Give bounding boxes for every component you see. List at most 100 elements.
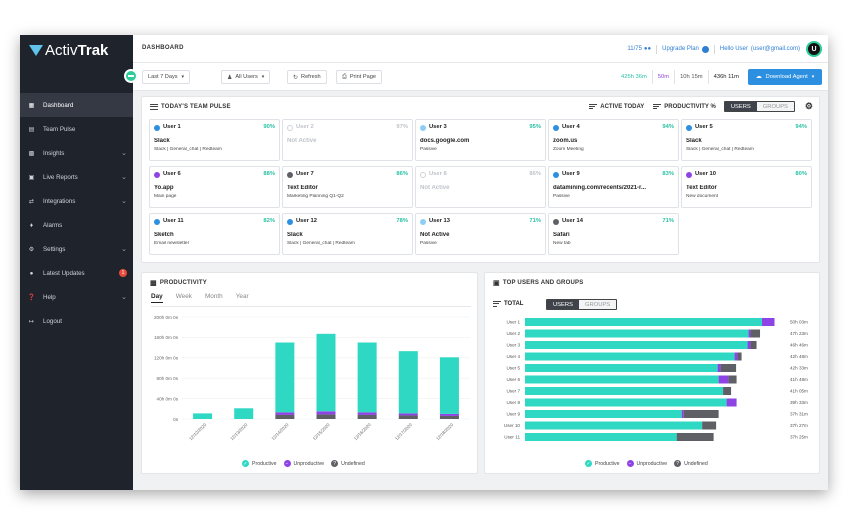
time-summary: 425h 36m 50m 10h 15m 436h 11m	[616, 70, 744, 84]
hello-user[interactable]: Hello User	[719, 46, 748, 52]
monitor-icon: ▣	[493, 280, 500, 287]
user-card[interactable]: User 11 82% Sketch Email newsletter	[149, 213, 280, 255]
bar-undefined	[683, 410, 719, 418]
sort-active-today[interactable]: ACTIVE TODAY	[600, 103, 645, 110]
user-card[interactable]: User 8 86% Not Active	[415, 166, 546, 208]
gear-icon[interactable]: ⚙	[804, 101, 813, 111]
user-card[interactable]: User 6 88% Yo.app Main page	[149, 166, 280, 208]
card-app-detail: Marketing Planning Q1-Q2	[287, 194, 344, 199]
card-productivity-pct: 71%	[662, 218, 674, 224]
updates-badge: 1	[119, 269, 127, 277]
legend-item-undefined[interactable]: ? Undefined	[331, 460, 365, 467]
user-card[interactable]: User 14 71% Safari New tab	[548, 213, 679, 255]
sidebar-item-label: Settings	[43, 245, 66, 253]
sidebar-item-team-pulse[interactable]: ▤ Team Pulse	[20, 117, 133, 141]
user-card[interactable]: User 10 80% Text Editor New document	[681, 166, 812, 208]
sidebar-item-integrations[interactable]: ⇄ Integrations ⌄	[20, 189, 133, 213]
bar-productive	[316, 333, 336, 412]
upgrade-plan-link[interactable]: Upgrade Plan	[662, 46, 699, 52]
user-card[interactable]: User 13 71% Not Active Passive	[415, 213, 546, 255]
tab-week[interactable]: Week	[175, 293, 192, 300]
tab-day[interactable]: Day	[151, 293, 163, 303]
toggle-groups[interactable]: GROUPS	[756, 102, 794, 111]
sidebar-item-logout[interactable]: ↦ Logout	[20, 309, 133, 333]
user-card[interactable]: User 7 86% Text Editor Marketing Planning Q…	[282, 166, 413, 208]
sidebar-item-dashboard[interactable]: ▦ Dashboard	[20, 93, 133, 117]
legend-swatch: ✓	[242, 460, 249, 467]
card-current-app: Safari	[553, 232, 570, 238]
date-range-dropdown[interactable]: Last 7 Days ▾	[142, 70, 191, 84]
card-current-app: Not Active	[287, 138, 317, 144]
sort-icon	[589, 103, 598, 111]
card-user-name: User 11	[163, 218, 184, 224]
tab-year[interactable]: Year	[235, 293, 249, 300]
sort-productivity[interactable]: PRODUCTIVITY %	[664, 103, 716, 110]
toggle-users[interactable]: USERS	[724, 102, 757, 111]
users-dropdown[interactable]: ♟ All Users ▾	[221, 70, 271, 84]
toggle-users[interactable]: USERS	[547, 300, 579, 309]
bar-productive	[525, 375, 719, 384]
card-user-name: User 7	[296, 171, 314, 177]
refresh-button[interactable]: ↻ Refresh	[287, 70, 327, 84]
total-label[interactable]: TOTAL	[504, 300, 524, 307]
total-time-label: 46h 46m	[790, 343, 808, 348]
card-app-detail: Slack | General_chat | Redteam	[287, 241, 355, 246]
bar-undefined	[702, 421, 717, 430]
user-card[interactable]: User 4 94% zoom.us Zoom Meeting	[548, 119, 679, 161]
card-user-name: User 10	[695, 171, 716, 177]
tab-month[interactable]: Month	[204, 293, 223, 300]
user-email[interactable]: (user@gmail.com)	[750, 46, 800, 52]
card-user-name: User 9	[562, 171, 580, 177]
y-category-label: User 3	[506, 343, 520, 348]
sidebar-item-label: Latest Updates	[43, 269, 85, 277]
card-user-name: User 6	[163, 171, 181, 177]
legend-item-unproductive[interactable]: − Unproductive	[283, 460, 324, 467]
bar-undefined	[750, 341, 757, 349]
avatar[interactable]: U	[806, 41, 822, 57]
print-page-button[interactable]: ⎙ Print Page	[336, 70, 382, 84]
card-app-detail: Email newsletter	[154, 241, 190, 246]
card-app-detail: Passive	[420, 241, 437, 246]
bar-unproductive	[681, 410, 684, 418]
bar-unproductive	[316, 411, 336, 415]
user-card[interactable]: User 2 97% Not Active	[282, 119, 413, 161]
user-card[interactable]: User 1 90% Slack Slack | General_chat | Red…	[149, 119, 280, 161]
card-app-detail: Slack | General_chat | Redteam	[154, 147, 222, 152]
sidebar-item-live-reports[interactable]: ▣ Live Reports ⌄	[20, 165, 133, 189]
user-card[interactable]: User 12 78% Slack Slack | General_chat | Re…	[282, 213, 413, 255]
card-user-name: User 4	[562, 124, 580, 130]
legend-item-productive[interactable]: ✓ Productive	[585, 460, 620, 467]
card-productivity-pct: 94%	[662, 124, 674, 130]
logo-mark-icon	[29, 44, 43, 56]
user-card[interactable]: User 9 83% datamining.com/recents/2021-r..…	[548, 166, 679, 208]
x-tick-label: 12/17/2020	[394, 422, 413, 441]
sidebar-item-insights[interactable]: ▩ Insights ⌄	[20, 141, 133, 165]
sidebar-item-settings[interactable]: ⚙ Settings ⌄	[20, 237, 133, 261]
sidebar-item-alarms[interactable]: ♦ Alarms	[20, 213, 133, 237]
sidebar-item-help[interactable]: ❓ Help ⌄	[20, 285, 133, 309]
download-agent-button[interactable]: ☁ Download Agent ▾	[748, 69, 822, 85]
status-dot	[553, 125, 559, 131]
legend-item-undefined[interactable]: ? Undefined	[674, 460, 708, 467]
legend-item-unproductive[interactable]: − Unproductive	[626, 460, 667, 467]
user-card[interactable]: User 3 95% docs.google.com Passive	[415, 119, 546, 161]
collapse-sidebar-button[interactable]	[124, 69, 138, 83]
sidebar-item-latest-updates[interactable]: ● Latest Updates 1	[20, 261, 133, 285]
card-current-app: Text Editor	[287, 185, 318, 191]
legend-item-productive[interactable]: ✓ Productive	[242, 460, 277, 467]
insights-icon: ▩	[28, 149, 35, 157]
user-count[interactable]: 11/75	[627, 46, 642, 52]
bar-undefined	[398, 415, 418, 419]
sort-icon	[493, 300, 501, 308]
card-productivity-pct: 78%	[396, 218, 408, 224]
user-card[interactable]: User 5 94% Slack Slack | General_chat | Red…	[681, 119, 812, 161]
logo[interactable]: ActivTrak	[20, 35, 133, 65]
total-time-label: 37h 27m	[790, 423, 808, 428]
bar-productive	[525, 410, 682, 418]
top-users-chart: User 1 50h 03m User 2 47h 23m User 3 46h 46m U…	[504, 318, 808, 441]
status-dot	[420, 172, 426, 178]
card-productivity-pct: 82%	[263, 218, 275, 224]
bar-productive	[525, 433, 677, 441]
toggle-groups[interactable]: GROUPS	[578, 300, 617, 309]
top-bar: DASHBOARD 11/75 ●● Upgrade Plan Hello Us…	[133, 35, 828, 63]
